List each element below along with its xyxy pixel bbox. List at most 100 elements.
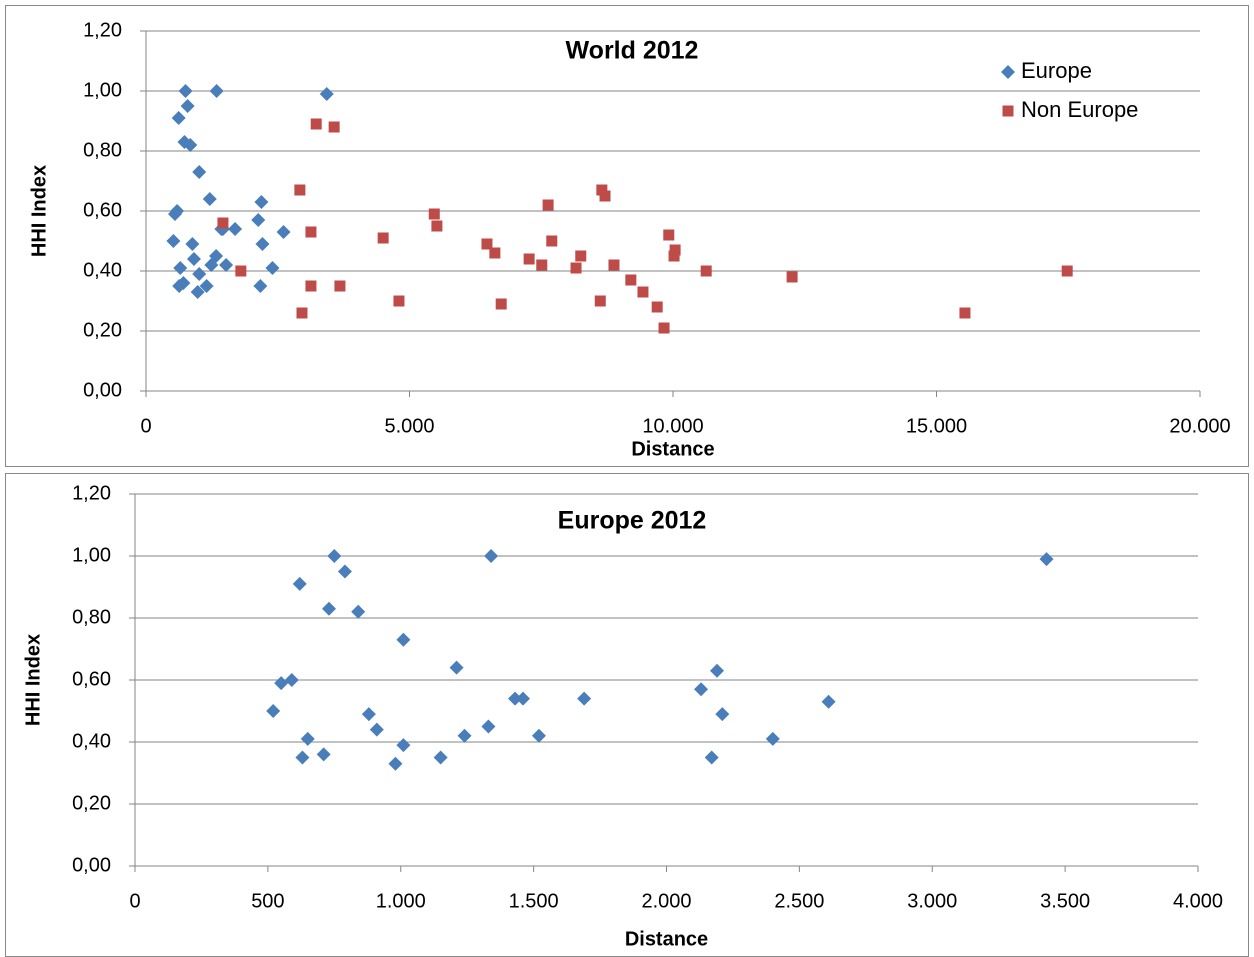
data-point: [484, 549, 499, 563]
data-point: [255, 237, 270, 251]
data-point: [1061, 265, 1073, 277]
data-point: [508, 691, 523, 706]
x-tick-label: 4.000: [1173, 890, 1223, 912]
x-tick-label: 20.000: [1169, 415, 1230, 437]
data-point: [228, 222, 243, 236]
data-point: [577, 691, 592, 706]
data-point: [396, 632, 411, 647]
y-tick-label: 1,00: [83, 79, 122, 101]
data-point: [321, 601, 336, 616]
x-tick-label: 3.500: [1040, 890, 1090, 912]
data-point: [361, 707, 376, 722]
data-point: [515, 691, 530, 706]
data-point: [433, 750, 448, 765]
data-point: [199, 279, 214, 293]
data-point: [319, 87, 334, 101]
y-tick-label: 1,20: [72, 482, 111, 504]
data-point: [209, 84, 224, 98]
data-point: [531, 728, 546, 743]
y-tick-label: 0,60: [72, 668, 111, 690]
data-point: [377, 232, 389, 244]
data-point: [219, 258, 234, 272]
data-point: [704, 750, 719, 765]
data-point: [449, 660, 464, 675]
data-point: [292, 576, 307, 591]
legend-marker: [1002, 105, 1014, 117]
data-point: [183, 138, 198, 152]
y-tick-label: 1,00: [72, 544, 111, 566]
y-tick-label: 0,80: [83, 139, 122, 161]
data-point: [192, 165, 207, 179]
data-point: [658, 322, 670, 334]
chart-frame: [5, 473, 1249, 957]
data-point: [190, 285, 205, 299]
x-tick-label: 15.000: [906, 415, 967, 437]
data-point: [173, 261, 188, 275]
data-point: [1039, 552, 1054, 567]
x-tick-label: 3.000: [907, 890, 957, 912]
data-point: [202, 192, 217, 206]
data-point: [235, 265, 247, 277]
chart-title: World 2012: [566, 37, 699, 65]
data-point: [253, 279, 268, 293]
data-point: [351, 604, 366, 619]
data-point: [276, 225, 291, 239]
x-axis-title: Distance: [631, 438, 714, 460]
data-point: [274, 676, 289, 691]
y-tick-label: 0,20: [83, 319, 122, 341]
data-point: [369, 722, 384, 737]
data-point: [651, 301, 663, 313]
data-point: [393, 295, 405, 307]
y-tick-label: 0,60: [83, 199, 122, 221]
data-point: [694, 682, 709, 697]
data-point: [715, 707, 730, 722]
data-point: [821, 694, 836, 709]
y-tick-label: 1,20: [83, 19, 122, 41]
data-point: [663, 229, 675, 241]
data-point: [495, 298, 507, 310]
y-tick-label: 0,40: [83, 259, 122, 281]
data-point: [284, 673, 299, 687]
x-axis-title: Distance: [625, 928, 708, 950]
data-point: [295, 750, 310, 765]
data-point: [166, 234, 181, 248]
data-point: [265, 261, 280, 275]
x-tick-label: 2.000: [641, 890, 691, 912]
data-point: [388, 756, 403, 771]
data-point: [575, 250, 587, 262]
data-point: [305, 226, 317, 238]
data-point: [570, 262, 582, 274]
legend-marker: [1001, 65, 1015, 79]
data-point: [334, 280, 346, 292]
data-point: [251, 213, 266, 227]
data-point: [396, 738, 411, 753]
data-point: [428, 208, 440, 220]
y-tick-label: 0,80: [72, 606, 111, 628]
chart-title: Europe 2012: [558, 507, 707, 535]
data-point: [709, 663, 724, 678]
x-tick-label: 2.500: [774, 890, 824, 912]
data-point: [296, 307, 308, 319]
chart-frame: [5, 5, 1249, 467]
y-tick-label: 0,00: [83, 379, 122, 401]
data-point: [186, 252, 201, 266]
data-point: [180, 99, 195, 113]
data-point: [536, 259, 548, 271]
data-point: [254, 195, 269, 209]
x-tick-label: 10.000: [642, 415, 703, 437]
data-point: [765, 731, 780, 746]
data-point: [316, 747, 331, 762]
data-point: [178, 84, 193, 98]
data-point: [294, 184, 306, 196]
data-point: [481, 719, 496, 734]
data-point: [176, 276, 191, 290]
y-tick-label: 0,20: [72, 792, 111, 814]
data-point: [327, 549, 342, 563]
data-point: [217, 217, 229, 229]
data-point: [959, 307, 971, 319]
data-point: [171, 111, 186, 125]
data-point: [637, 286, 649, 298]
data-point: [328, 121, 340, 133]
data-point: [266, 704, 281, 718]
